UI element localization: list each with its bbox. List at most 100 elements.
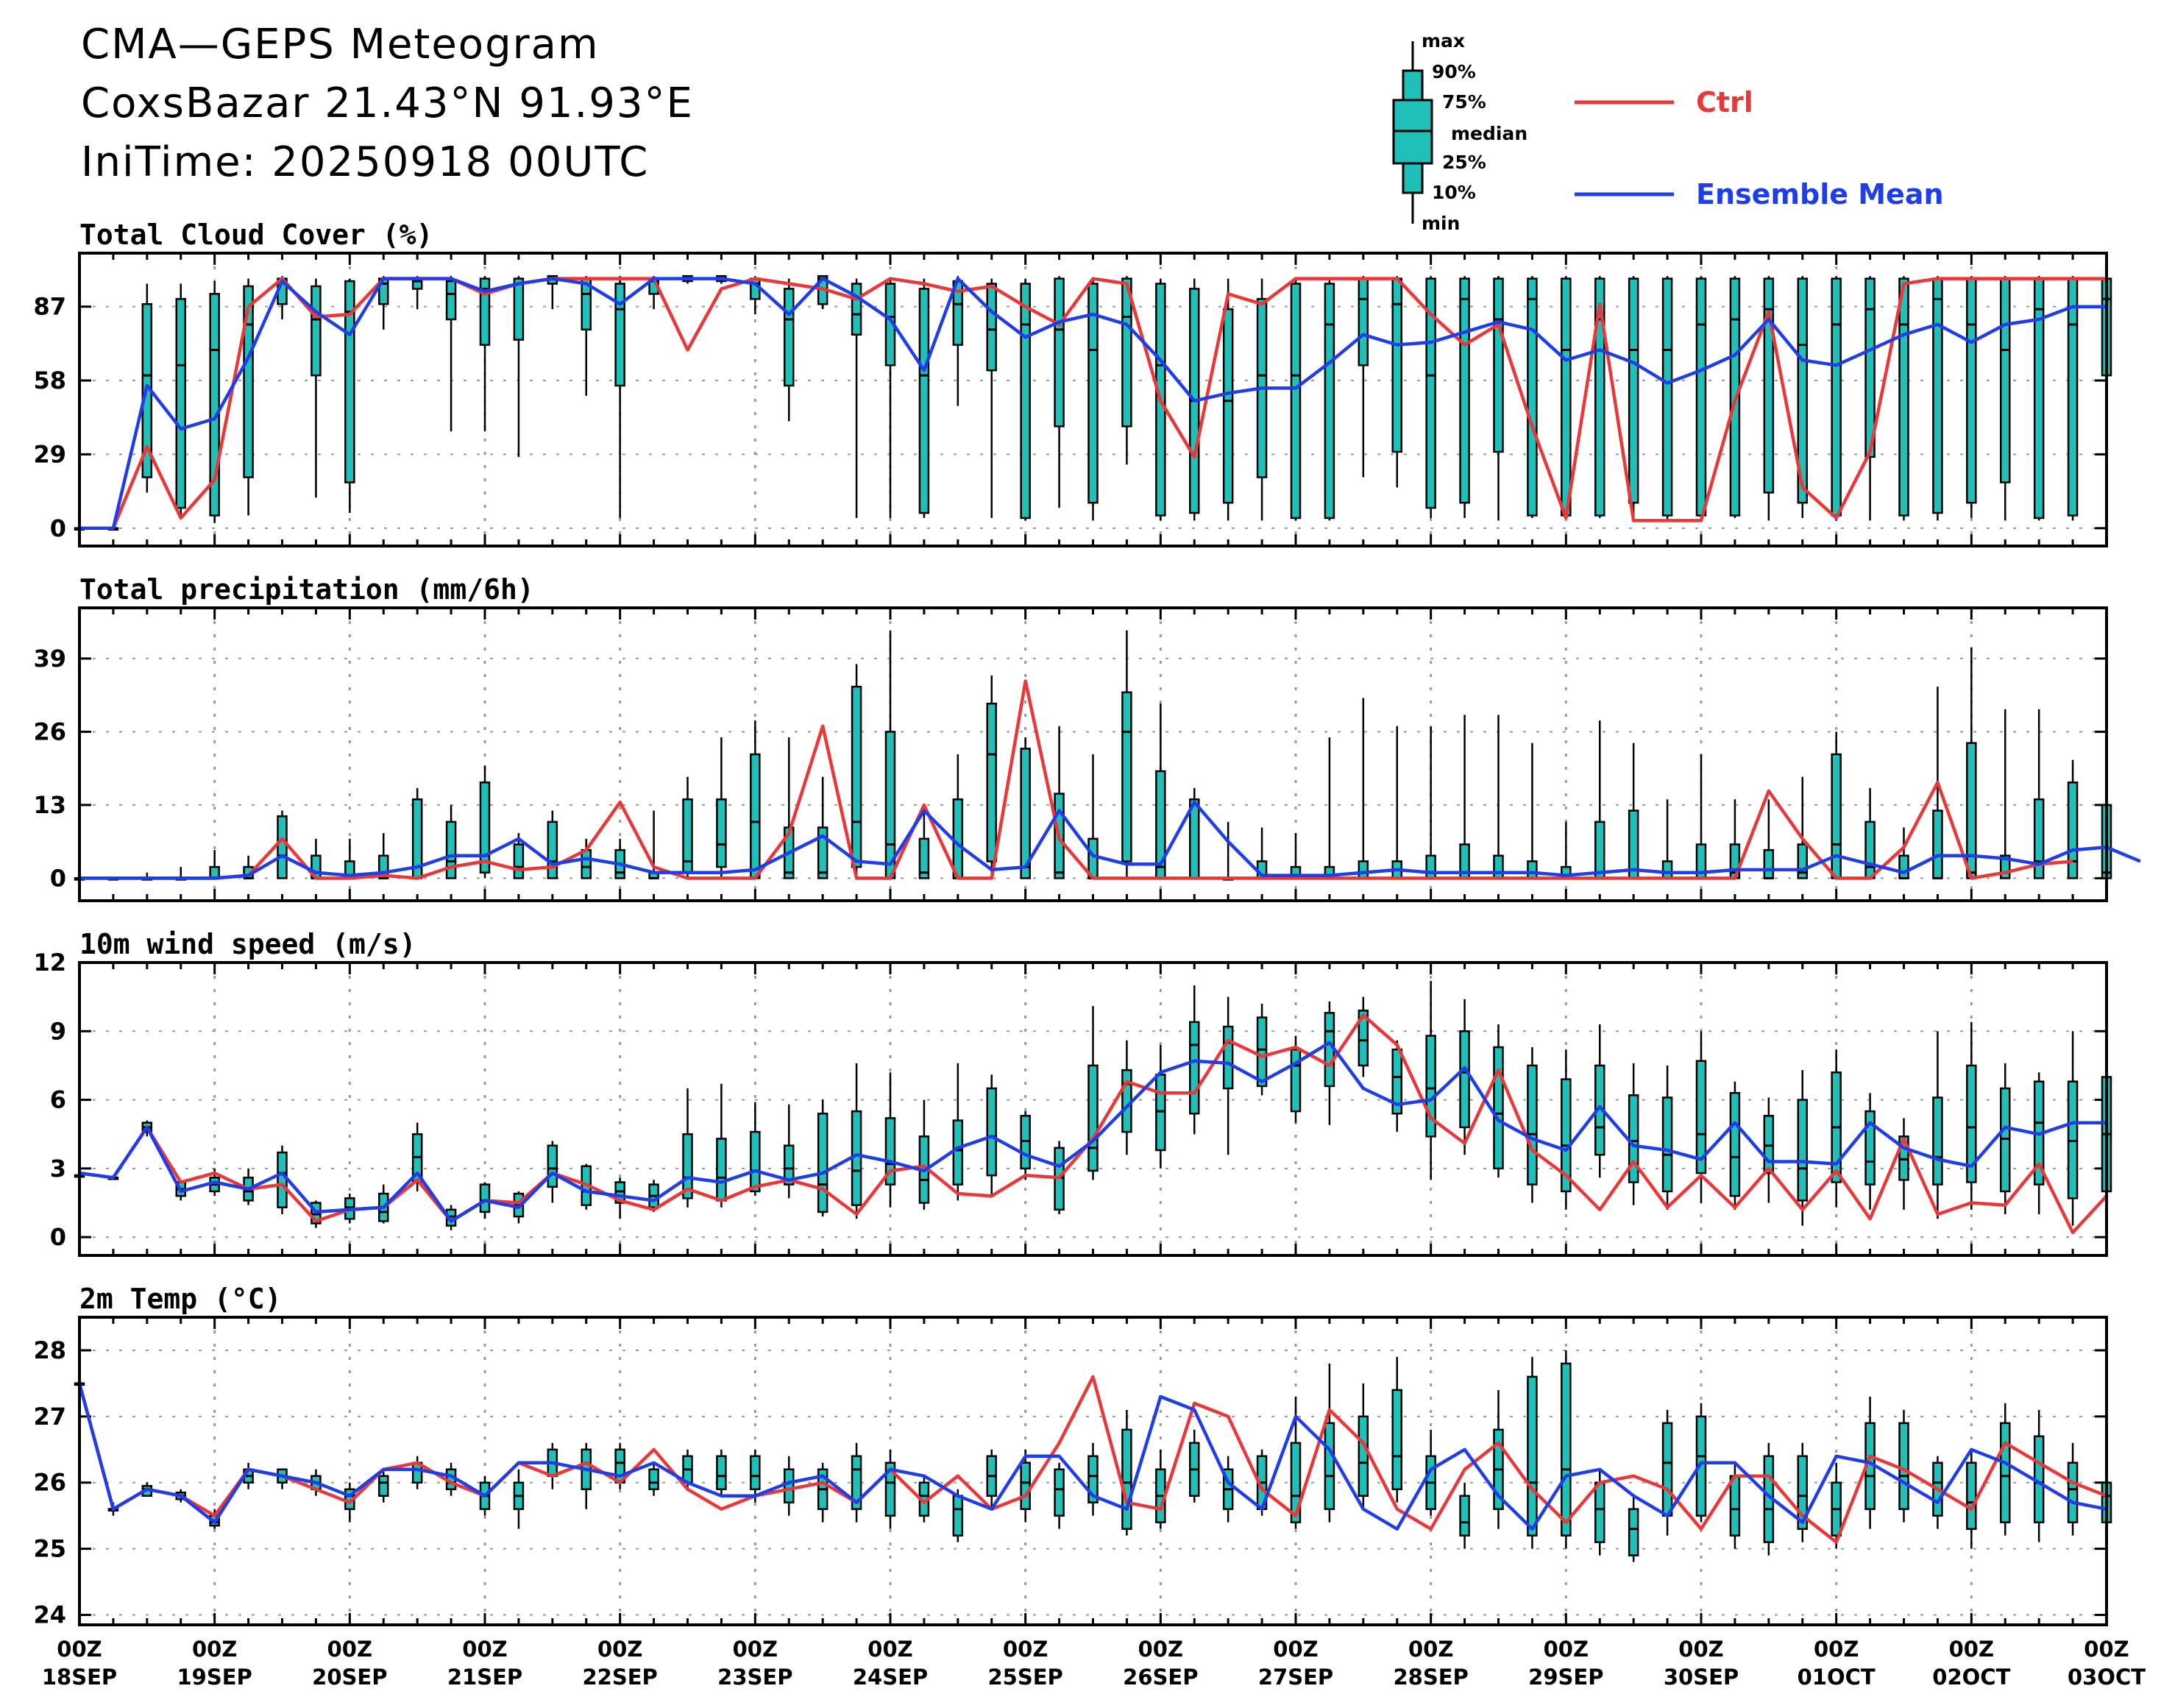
legend-box-label: median	[1451, 123, 1527, 144]
x-tick-label-date: 26SEP	[1123, 1665, 1198, 1690]
box-series	[74, 980, 2112, 1233]
x-tick-label-time: 00Z	[733, 1637, 778, 1662]
x-tick-label-time: 00Z	[192, 1637, 237, 1662]
iqr-box	[1020, 1461, 1031, 1510]
iqr-box	[1763, 1115, 1775, 1174]
iqr-box	[479, 277, 491, 346]
iqr-box	[1561, 1362, 1572, 1537]
iqr-box	[716, 798, 727, 868]
iqr-box	[1290, 1048, 1302, 1113]
iqr-box	[918, 288, 930, 514]
iqr-box	[716, 1455, 727, 1490]
iqr-box	[1594, 1481, 1605, 1543]
iqr-box	[1493, 854, 1504, 879]
iqr-box	[750, 1455, 761, 1490]
iqr-box	[479, 1183, 491, 1213]
box-legend: max 90% 75% median 25% 10% min	[1392, 30, 1527, 234]
panel-frame	[78, 961, 2108, 1257]
iqr-box	[1561, 277, 1572, 517]
iqr-box	[445, 821, 457, 879]
iqr-box	[547, 821, 558, 879]
iqr-box	[1831, 277, 1842, 517]
x-tick-label-date: 23SEP	[717, 1665, 792, 1690]
iqr-box	[817, 1112, 828, 1213]
y-tick-label: 87	[33, 293, 66, 321]
legend-box-label: 10%	[1432, 182, 1476, 203]
iqr-box	[1358, 1010, 1369, 1067]
x-tick-label-time: 00Z	[327, 1637, 372, 1662]
iqr-box	[1628, 809, 1639, 879]
iqr-box	[1932, 809, 1943, 879]
iqr-box	[1661, 1096, 1673, 1193]
iqr-box	[175, 298, 186, 509]
iqr-box	[1898, 854, 1909, 879]
iqr-box	[1256, 1016, 1268, 1088]
x-tick-label-date: 22SEP	[583, 1665, 658, 1690]
iqr-box	[1425, 277, 1436, 509]
iqr-box	[1695, 1060, 1707, 1174]
iqr-box	[1898, 1422, 1909, 1510]
iqr-box	[1425, 854, 1436, 879]
iqr-box	[648, 1468, 659, 1490]
legend-box-label: 75%	[1442, 91, 1486, 113]
iqr-box	[1932, 277, 1943, 514]
line-legend: Ctrl Ensemble Mean	[1575, 86, 1944, 210]
iqr-box	[2000, 277, 2011, 483]
x-tick-label-time: 00Z	[597, 1637, 642, 1662]
iqr-box	[986, 1087, 997, 1177]
iqr-box	[1797, 1099, 1808, 1202]
x-tick-label-date: 29SEP	[1528, 1665, 1603, 1690]
panel-4: 2m Temp (°C) 24 25 26 27 28	[33, 1283, 2112, 1629]
iqr-box	[445, 280, 457, 321]
y-tick-label: 26	[33, 717, 66, 745]
iqr-box	[243, 285, 254, 478]
iqr-box	[1797, 277, 1808, 504]
iqr-box	[581, 848, 592, 879]
x-tick-label-time: 00Z	[867, 1637, 912, 1662]
iqr-box	[1661, 860, 1673, 879]
panel-title: 2m Temp (°C)	[79, 1283, 282, 1315]
iqr-box	[1121, 1428, 1132, 1530]
iqr-box	[1020, 283, 1031, 520]
iqr-box	[918, 837, 930, 879]
iqr-box	[2033, 277, 2045, 520]
x-tick-label-time: 00Z	[1544, 1637, 1589, 1662]
iqr-box	[1763, 848, 1775, 879]
x-tick-label-date: 21SEP	[447, 1665, 522, 1690]
legend-ctrl-label: Ctrl	[1696, 86, 1753, 118]
box-series	[74, 630, 2112, 881]
iqr-box	[1864, 821, 1876, 879]
y-tick-label: 24	[33, 1601, 66, 1629]
ctrl-line	[79, 679, 2073, 880]
y-tick-label: 12	[33, 949, 66, 977]
iqr-box	[2033, 798, 2045, 879]
iqr-box	[1628, 277, 1639, 504]
y-tick-label: 27	[33, 1403, 66, 1431]
ensemble-mean-line	[79, 277, 2107, 531]
iqr-box	[952, 798, 964, 879]
iqr-box	[986, 702, 997, 862]
y-tick-label: 0	[50, 514, 66, 542]
x-tick-label-date: 30SEP	[1664, 1665, 1739, 1690]
x-tick-label-date: 01OCT	[1798, 1665, 1876, 1690]
iqr-box	[784, 288, 795, 387]
panel-frame	[78, 1316, 2108, 1626]
panel-title: Total precipitation (mm/6h)	[79, 573, 534, 606]
iqr-box	[1594, 821, 1605, 879]
iqr-box	[1020, 748, 1031, 879]
y-tick-label: 39	[33, 645, 66, 673]
iqr-box	[1459, 277, 1470, 504]
ensemble-mean-line	[79, 1041, 2107, 1223]
x-tick-label-time: 00Z	[1814, 1637, 1859, 1662]
iqr-box	[1020, 1115, 1031, 1170]
iqr-box	[1661, 1422, 1673, 1517]
iqr-box	[2067, 1461, 2079, 1523]
legend-box-label: 90%	[1432, 61, 1476, 82]
y-tick-label: 26	[33, 1469, 66, 1497]
x-tick-label-date: 19SEP	[177, 1665, 252, 1690]
x-tick-label-date: 02OCT	[1932, 1665, 2010, 1690]
y-tick-label: 58	[33, 366, 66, 394]
iqr-box	[1459, 1030, 1470, 1129]
iqr-box	[1628, 1094, 1639, 1183]
x-tick-label-time: 00Z	[1949, 1637, 1994, 1662]
